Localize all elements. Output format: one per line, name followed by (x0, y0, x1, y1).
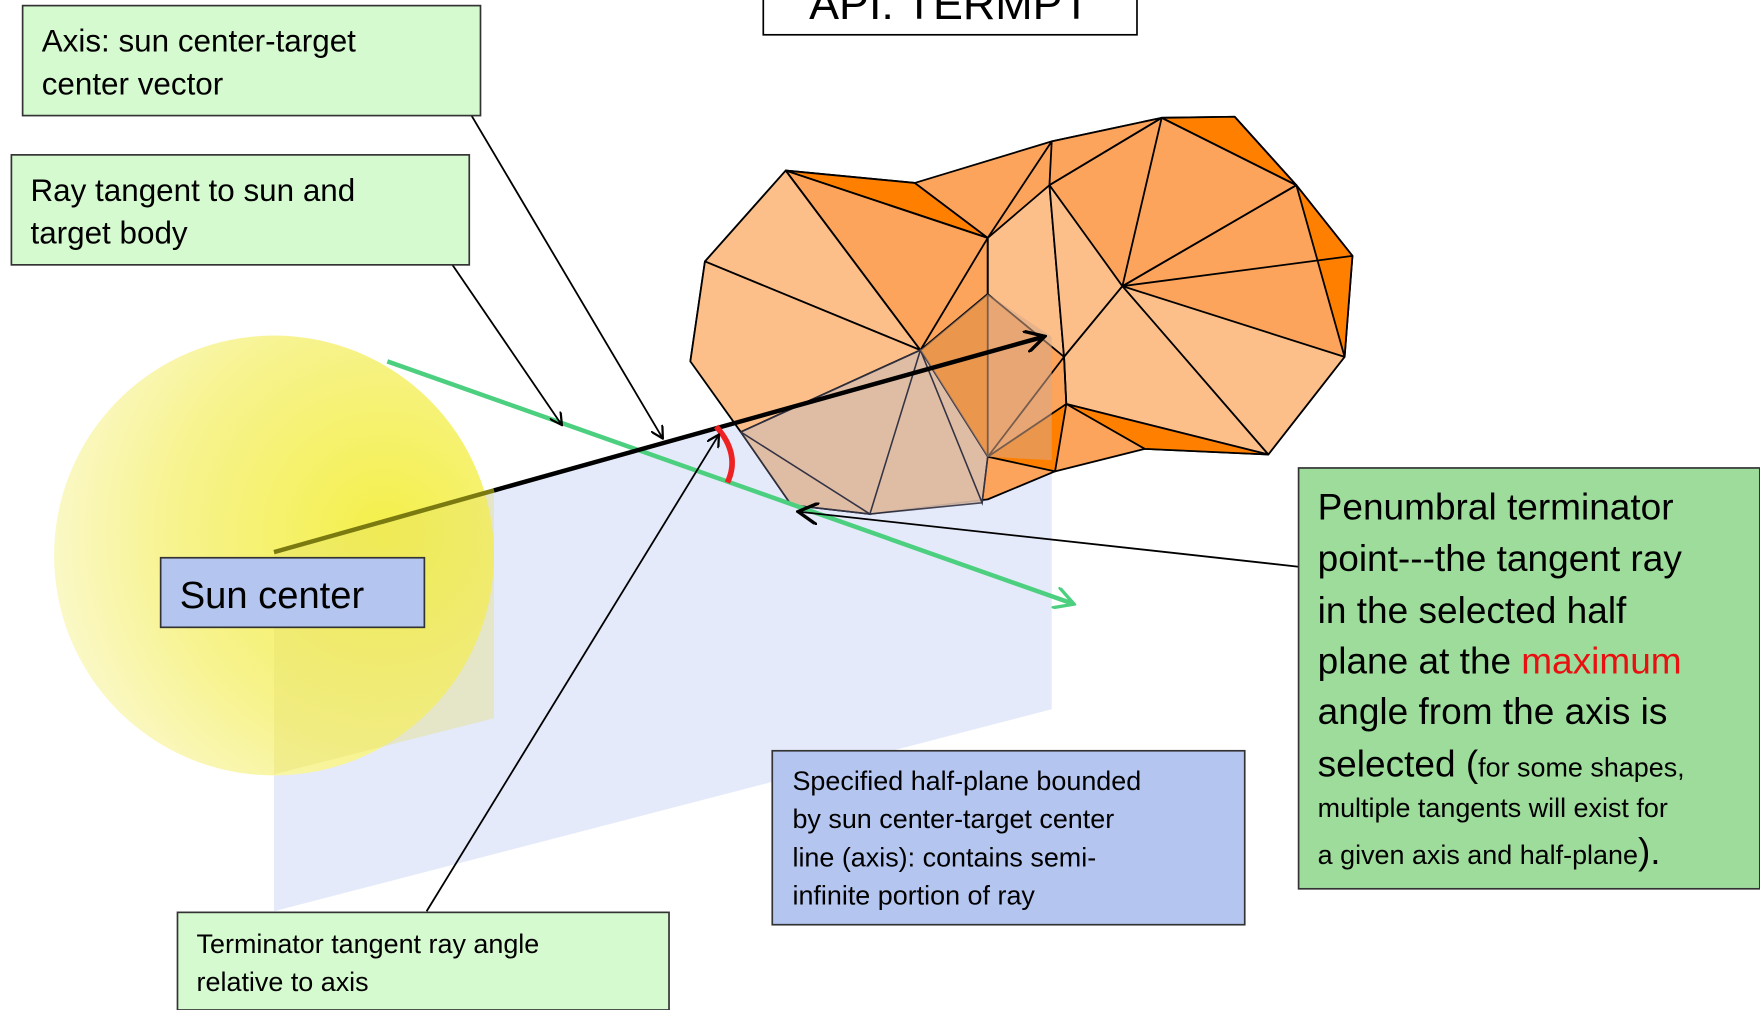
label-box (21, 4, 482, 117)
leader-line (451, 264, 561, 424)
leader-line (425, 435, 719, 912)
axis (493, 337, 1044, 493)
angle-arc (714, 424, 735, 484)
label-box (1297, 467, 1760, 890)
penumbral-label: Penumbral terminator point---the tangent… (1318, 486, 1695, 873)
sun (54, 335, 494, 776)
title-box (762, 0, 1138, 36)
leader-line (799, 512, 1299, 568)
angle-label: Terminator tangent ray angle relative to… (197, 929, 547, 997)
label-box (771, 749, 1246, 926)
axis-label: Axis: sun center-target center vector (42, 24, 365, 102)
half-plane-label: Specified half-plane bounded by sun cent… (792, 766, 1148, 910)
label-box (159, 556, 426, 629)
sun-center-label: Sun center (180, 574, 365, 617)
shadowed-facets (739, 294, 1052, 516)
ray-label: Ray tangent to sun and target body (30, 173, 364, 251)
axis-inside-sun (273, 488, 495, 555)
label-box (10, 154, 471, 266)
label-box (176, 911, 670, 1010)
leader-line (470, 115, 663, 438)
title: API: TERMPT (809, 0, 1090, 29)
